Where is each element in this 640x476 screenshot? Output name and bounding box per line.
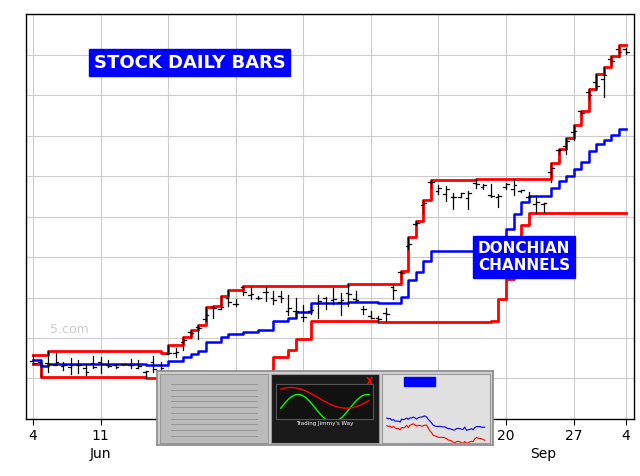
Text: Trading Jimmy's Way: Trading Jimmy's Way: [296, 421, 353, 426]
Text: X: X: [366, 377, 373, 387]
Text: DONCHIAN
CHANNELS: DONCHIAN CHANNELS: [478, 241, 570, 273]
Text: STOCK DAILY BARS: STOCK DAILY BARS: [94, 54, 285, 72]
Text: Jun: Jun: [90, 447, 111, 461]
Text: Sep: Sep: [531, 447, 557, 461]
Text: ■■■■■: ■■■■■: [406, 379, 433, 384]
Text: 5.com: 5.com: [50, 323, 89, 337]
